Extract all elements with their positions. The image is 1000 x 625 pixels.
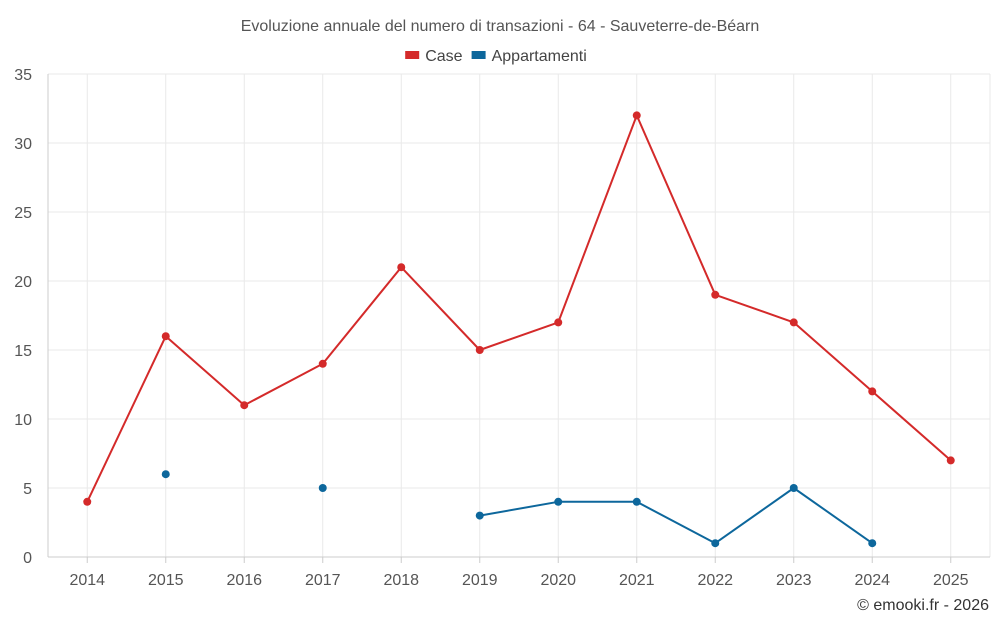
data-point-case[interactable] — [397, 263, 406, 272]
series-case — [83, 111, 955, 506]
data-point-case[interactable] — [868, 387, 877, 396]
data-point-case[interactable] — [789, 318, 798, 327]
x-tick-label: 2021 — [619, 572, 655, 589]
data-point-case[interactable] — [946, 456, 955, 465]
data-point-appartamenti[interactable] — [161, 470, 170, 479]
data-point-case[interactable] — [83, 497, 92, 506]
data-point-appartamenti[interactable] — [868, 539, 877, 548]
legend: Case Appartamenti — [405, 48, 587, 65]
legend-swatch — [405, 51, 420, 59]
y-tick-label: 25 — [14, 205, 32, 222]
x-tick-label: 2018 — [383, 572, 419, 589]
x-tick-label: 2019 — [462, 572, 498, 589]
legend-label: Appartamenti — [492, 48, 587, 65]
data-point-case[interactable] — [554, 318, 563, 327]
x-tick-label: 2025 — [933, 572, 969, 589]
y-tick-label: 20 — [14, 274, 32, 291]
data-point-case[interactable] — [161, 332, 170, 341]
y-tick-label: 35 — [14, 67, 32, 84]
data-point-case[interactable] — [318, 359, 327, 368]
x-tick-label: 2014 — [69, 572, 105, 589]
legend-item-case[interactable]: Case — [405, 48, 463, 65]
x-tick-label: 2024 — [854, 572, 890, 589]
data-point-appartamenti[interactable] — [789, 484, 798, 492]
data-point-case[interactable] — [475, 346, 484, 354]
data-point-appartamenti[interactable] — [632, 497, 641, 506]
data-point-appartamenti[interactable] — [711, 539, 720, 548]
series-appartamenti — [161, 470, 877, 548]
series-line-case — [86, 114, 952, 503]
x-tick-label: 2023 — [776, 572, 812, 589]
data-point-case[interactable] — [711, 290, 720, 299]
legend-label: Case — [425, 48, 462, 65]
grid-lines — [48, 73, 991, 557]
y-tick-label: 5 — [23, 481, 32, 498]
x-tick-label: 2022 — [697, 572, 733, 589]
data-point-case[interactable] — [240, 401, 249, 410]
data-point-case[interactable] — [632, 111, 641, 120]
data-point-appartamenti[interactable] — [318, 484, 327, 492]
data-point-appartamenti[interactable] — [554, 497, 563, 506]
legend-item-appartamenti[interactable]: Appartamenti — [471, 48, 587, 65]
x-tick-label: 2017 — [305, 572, 341, 589]
y-tick-label: 0 — [23, 550, 32, 567]
x-tick-label: 2015 — [148, 572, 184, 589]
legend-swatch — [471, 51, 486, 59]
data-point-appartamenti[interactable] — [475, 511, 484, 520]
y-tick-label: 30 — [14, 136, 32, 153]
series-layer — [83, 111, 955, 548]
y-tick-label: 10 — [14, 412, 32, 429]
y-tick-label: 15 — [14, 343, 32, 360]
chart-title: Evoluzione annuale del numero di transaz… — [241, 18, 760, 35]
credit-text: © emooki.fr - 2026 — [857, 597, 989, 614]
x-tick-label: 2020 — [540, 572, 576, 589]
series-line-appartamenti — [479, 487, 873, 545]
x-tick-label: 2016 — [226, 572, 262, 589]
